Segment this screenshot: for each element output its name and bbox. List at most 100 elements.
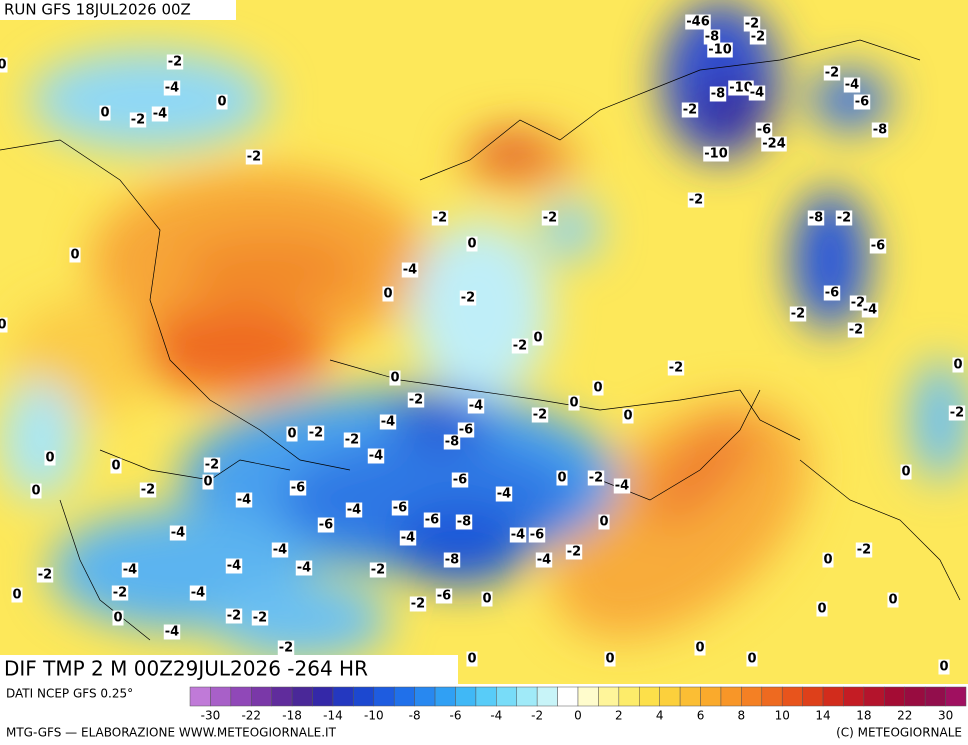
colorbar-bin xyxy=(393,686,415,707)
contour-label-bg xyxy=(251,610,269,626)
colorbar-label: 22 xyxy=(897,709,912,723)
contour-label-bg xyxy=(749,29,767,45)
contour-label-bg xyxy=(245,149,263,165)
contour-label-bg xyxy=(847,322,865,338)
contour-label-bg xyxy=(139,482,157,498)
colorbar-bin xyxy=(659,686,681,707)
contour-label: -2 xyxy=(345,433,359,448)
contour-label: -4 xyxy=(191,586,205,601)
contour-label-bg xyxy=(44,450,56,466)
contour-label-bg xyxy=(843,77,861,93)
contour-label: -4 xyxy=(537,553,551,568)
contour-label: 0 xyxy=(0,318,7,333)
colorbar-bin xyxy=(210,686,232,707)
contour-label-bg xyxy=(317,517,335,533)
contour-label-bg xyxy=(467,398,485,414)
contour-label: 0 xyxy=(111,459,120,474)
contour-label-bg xyxy=(900,464,912,480)
colorbar-bin xyxy=(741,686,763,707)
colorbar-bin xyxy=(434,686,456,707)
contour-label-bg xyxy=(822,552,834,568)
contour-label-bg xyxy=(541,210,559,226)
contour-label: -2 xyxy=(543,211,557,226)
contour-label-bg xyxy=(379,414,397,430)
contour-label: -6 xyxy=(319,518,333,533)
colorbar-bin xyxy=(475,686,497,707)
colorbar-label: -8 xyxy=(409,709,421,723)
contour-label-bg xyxy=(709,86,727,102)
contour-label: -2 xyxy=(689,193,703,208)
contour-label: -6 xyxy=(757,123,771,138)
contour-label-bg xyxy=(755,122,773,138)
contour-label-bg xyxy=(189,585,207,601)
contour-label: -6 xyxy=(855,95,869,110)
contour-label: -8 xyxy=(711,87,725,102)
contour-label-bg xyxy=(431,210,449,226)
contour-label-bg xyxy=(743,16,761,32)
contour-label-bg xyxy=(531,407,549,423)
contour-label: -46 xyxy=(686,15,710,30)
contour-label: -2 xyxy=(837,211,851,226)
contour-label-bg xyxy=(728,80,754,96)
contour-label: -4 xyxy=(403,263,417,278)
contour-label-bg xyxy=(369,562,387,578)
contour-label: -2 xyxy=(825,66,839,81)
contour-label: -2 xyxy=(253,611,267,626)
colorbar-bin xyxy=(291,686,313,707)
colorbar-label: 0 xyxy=(574,709,582,723)
colorbar-bin xyxy=(414,686,436,707)
contour-label-bg xyxy=(286,426,298,442)
contour-label-bg xyxy=(11,587,23,603)
contour-label: -2 xyxy=(791,307,805,322)
contour-label-bg xyxy=(707,42,733,58)
contour-label-bg xyxy=(853,94,871,110)
contour-label-bg xyxy=(399,530,417,546)
contour-label-bg xyxy=(0,317,8,333)
contour-label: -4 xyxy=(511,528,525,543)
contour-label-bg xyxy=(938,659,950,675)
contour-label: -2 xyxy=(409,393,423,408)
contour-label-bg xyxy=(823,285,841,301)
contour-label-bg xyxy=(423,512,441,528)
contour-label-bg xyxy=(409,596,427,612)
colorbar-label: 4 xyxy=(656,709,664,723)
colorbar-bin xyxy=(271,686,293,707)
contour-label-bg xyxy=(948,405,966,421)
contour-label-bg xyxy=(166,54,184,70)
contour-label: 0 xyxy=(203,475,212,490)
contour-label: 0 xyxy=(390,371,399,386)
contour-label: 0 xyxy=(605,652,614,667)
contour-label: -4 xyxy=(227,559,241,574)
colorbar-bin xyxy=(577,686,599,707)
contour-label: -6 xyxy=(825,286,839,301)
contour-label: -2 xyxy=(669,361,683,376)
colorbar-bin xyxy=(455,686,477,707)
contour-label: -8 xyxy=(705,30,719,45)
contour-label-bg xyxy=(36,567,54,583)
contour-label-bg xyxy=(110,458,122,474)
contour-label-bg xyxy=(163,80,181,96)
contour-label-bg xyxy=(129,112,147,128)
contour-label: 0 xyxy=(569,396,578,411)
colorbar-bin xyxy=(353,686,375,707)
contour-label: 0 xyxy=(901,465,910,480)
colorbar-bin xyxy=(639,686,660,707)
copyright-text: (C) METEOGIORNALE xyxy=(836,726,962,740)
field xyxy=(0,0,968,684)
contour-label: -10 xyxy=(708,43,732,58)
colorbar-bin xyxy=(700,686,722,707)
colorbar-bin xyxy=(679,686,701,707)
contour-label: -4 xyxy=(369,449,383,464)
contour-label: 0 xyxy=(888,593,897,608)
colorbar-bin xyxy=(945,686,967,707)
contour-label-bg xyxy=(203,457,221,473)
colorbar-bin xyxy=(230,686,252,707)
contour-label: -2 xyxy=(857,543,871,558)
contour-label: -6 xyxy=(425,513,439,528)
contour-label-bg xyxy=(789,306,807,322)
run-title: RUN GFS 18JUL2026 00Z xyxy=(4,1,191,19)
contour-label: 0 xyxy=(533,331,542,346)
contour-label-bg xyxy=(443,552,461,568)
contour-label-bg xyxy=(685,14,711,30)
